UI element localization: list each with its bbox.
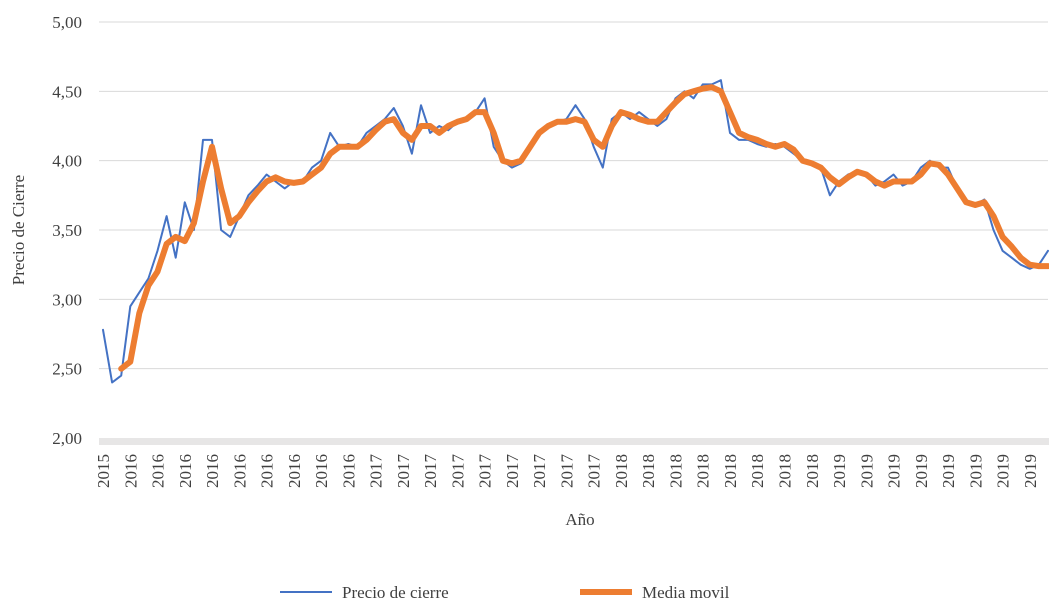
x-tick-label: 2019 <box>939 454 958 488</box>
y-tick-label: 4,00 <box>52 152 82 171</box>
x-tick-label: 2016 <box>176 454 195 488</box>
x-tick-label: 2016 <box>203 454 222 488</box>
x-tick-label: 2016 <box>258 454 277 488</box>
x-tick-label: 2019 <box>885 454 904 488</box>
x-tick-label: 2018 <box>748 454 767 488</box>
x-tick-label: 2017 <box>421 454 440 489</box>
y-axis-title: Precio de Cierre <box>9 175 28 285</box>
x-tick-label: 2019 <box>857 454 876 488</box>
x-tick-label: 2018 <box>639 454 658 488</box>
x-tick-label: 2019 <box>1021 454 1040 488</box>
x-tick-label: 2018 <box>803 454 822 488</box>
x-tick-label: 2019 <box>830 454 849 488</box>
x-tick-label: 2018 <box>721 454 740 488</box>
x-tick-label: 2019 <box>994 454 1013 488</box>
y-tick-label: 2,00 <box>52 429 82 448</box>
y-tick-label: 4,50 <box>52 82 82 101</box>
x-tick-label: 2017 <box>557 454 576 489</box>
x-tick-label: 2018 <box>666 454 685 488</box>
x-tick-label: 2016 <box>312 454 331 488</box>
x-tick-label: 2019 <box>966 454 985 488</box>
x-tick-label: 2017 <box>367 454 386 489</box>
line-series <box>118 84 1049 372</box>
x-tick-label: 2016 <box>230 454 249 488</box>
x-tick-label: 2017 <box>585 454 604 489</box>
y-tick-label: 5,00 <box>52 13 82 32</box>
x-tick-label: 2017 <box>476 454 495 489</box>
legend-label: Media movil <box>642 583 730 599</box>
x-tick-label: 2015 <box>94 454 113 488</box>
x-axis-title: Año <box>565 510 594 529</box>
x-axis-band <box>99 438 1049 445</box>
x-tick-label: 2016 <box>121 454 140 488</box>
x-tick-label: 2017 <box>448 454 467 489</box>
x-tick-label: 2019 <box>912 454 931 488</box>
x-tick-label: 2018 <box>775 454 794 488</box>
x-tick-label: 2016 <box>339 454 358 488</box>
y-tick-label: 3,50 <box>52 221 82 240</box>
x-tick-label: 2016 <box>285 454 304 488</box>
x-tick-label: 2018 <box>694 454 713 488</box>
x-tick-label: 2017 <box>394 454 413 489</box>
line-series <box>102 79 1049 384</box>
y-tick-label: 2,50 <box>52 360 82 379</box>
x-tick-label: 2018 <box>612 454 631 488</box>
x-tick-label: 2017 <box>503 454 522 489</box>
legend-label: Precio de cierre <box>342 583 449 599</box>
x-tick-label: 2017 <box>530 454 549 489</box>
y-tick-label: 3,00 <box>52 290 82 309</box>
x-tick-label: 2016 <box>149 454 168 488</box>
